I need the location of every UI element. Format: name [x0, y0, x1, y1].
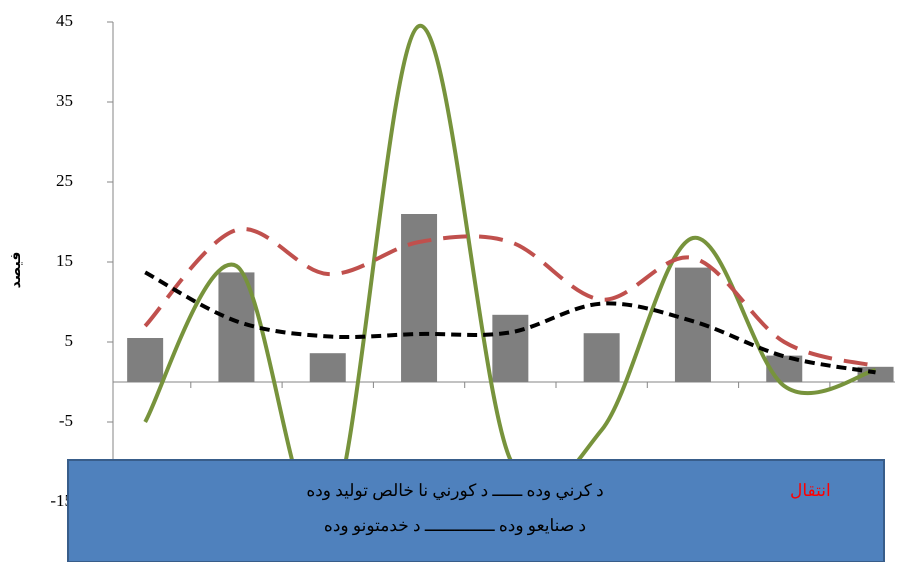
line-series [143, 227, 877, 368]
y-tick-label: 25 [56, 171, 73, 190]
bar [309, 353, 346, 382]
y-tick-label: 15 [56, 251, 73, 270]
y-tick-label: -5 [59, 411, 73, 430]
line-series [143, 24, 877, 532]
y-tick-label: 5 [65, 331, 74, 350]
legend-highlight: انتقال [790, 481, 831, 500]
legend-box [67, 459, 885, 562]
bar [401, 214, 438, 382]
y-tick-label: 45 [56, 11, 73, 30]
y-tick-label: 35 [56, 91, 73, 110]
bar [583, 333, 620, 382]
bar [857, 366, 894, 382]
legend-text: د صنايعو وده ــــــــــــــ د خدمتونو ود… [324, 516, 586, 536]
bar [127, 338, 164, 382]
legend-text: د کرني وده ــــــ د کورني نا خالص توليد … [306, 481, 603, 501]
bar [492, 314, 529, 382]
y-axis-label: فیصد [8, 252, 24, 289]
